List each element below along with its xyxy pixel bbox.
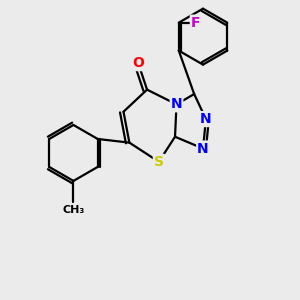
Text: S: S [154, 155, 164, 169]
Text: N: N [200, 112, 212, 126]
Text: O: O [132, 56, 144, 70]
Text: N: N [171, 98, 182, 111]
Text: F: F [191, 16, 200, 30]
Text: CH₃: CH₃ [62, 205, 85, 215]
Text: N: N [197, 142, 209, 155]
